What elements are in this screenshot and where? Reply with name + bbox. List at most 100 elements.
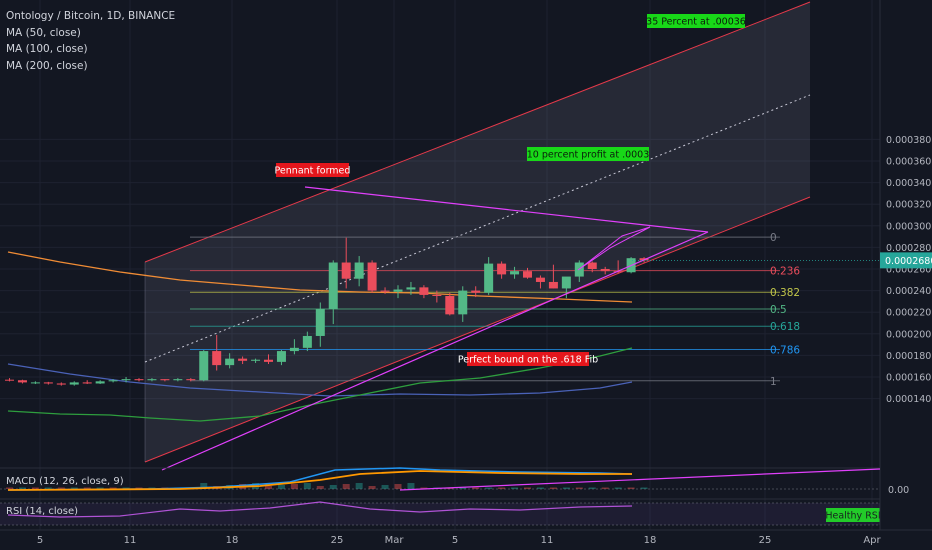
macd-histogram-bar <box>498 487 506 489</box>
annotation-box <box>276 163 349 177</box>
macd-histogram-bar <box>601 487 609 489</box>
candle-body <box>30 382 40 384</box>
macd-histogram-bar <box>122 487 130 489</box>
rsi-band <box>0 503 880 525</box>
channel-fill <box>145 2 810 462</box>
macd-histogram-bar <box>511 487 519 489</box>
annotation-text: Perfect bound on the .618 Fib <box>458 355 598 366</box>
macd-histogram-bar <box>394 484 402 489</box>
candle-body <box>147 379 157 381</box>
candle-body <box>587 262 597 269</box>
macd-histogram-bar <box>70 487 78 489</box>
macd-histogram-bar <box>31 487 39 489</box>
macd-histogram-bar <box>459 487 467 489</box>
macd-histogram-bar <box>407 483 415 489</box>
macd-histogram-bar <box>536 487 544 489</box>
candle-body <box>251 359 261 361</box>
legend-ma100[interactable]: MA (100, close) <box>6 43 88 55</box>
legend-ma200[interactable]: MA (200, close) <box>6 59 88 72</box>
candle-body <box>445 296 455 315</box>
macd-histogram-bar <box>640 487 648 489</box>
macd-histogram-bar <box>57 487 65 489</box>
candle-body <box>380 290 390 292</box>
macd-histogram-bar <box>614 487 622 489</box>
macd-histogram-bar <box>524 487 531 489</box>
macd-histogram-bar <box>575 487 583 489</box>
annotation-text: Pennant formed <box>275 166 351 177</box>
channel-lower-line <box>144 196 811 463</box>
macd-histogram-bar <box>316 486 324 489</box>
candle-body <box>212 351 222 366</box>
macd-label[interactable]: MACD (12, 26, close, 9) <box>6 476 124 487</box>
legend-ma50[interactable]: MA (50, close) <box>6 26 81 39</box>
candle-body <box>173 379 183 381</box>
candle-body <box>600 269 610 272</box>
fib-label: 0.5 <box>770 304 787 316</box>
time-axis-label: Apr <box>863 535 881 546</box>
fib-label: 0 <box>770 232 777 244</box>
macd-histogram-bar <box>303 483 311 489</box>
annotation-box <box>467 352 589 366</box>
time-axis-label: 5 <box>37 535 43 546</box>
symbol-title[interactable]: Ontology / Bitcoin, 1D, BINANCE <box>6 10 176 22</box>
candle-body <box>458 290 468 315</box>
macd-histogram-bar <box>18 487 26 489</box>
time-axis-label: 25 <box>759 535 772 546</box>
macd-histogram-bar <box>290 484 298 489</box>
macd-histogram-bar <box>355 483 363 489</box>
candle-body <box>484 263 494 293</box>
macd-histogram-bar <box>420 487 428 489</box>
annotation-box <box>826 508 880 522</box>
channel-upper-line <box>144 1 811 263</box>
macd-histogram-bar <box>485 487 493 489</box>
fib-label: 0.236 <box>770 266 800 278</box>
candle-body <box>186 379 196 381</box>
candle-body <box>471 290 481 293</box>
fib-label: 0.382 <box>770 287 800 299</box>
candle-body <box>95 381 105 384</box>
time-axis-label: Mar <box>385 535 405 546</box>
time-axis-label: 5 <box>452 535 458 546</box>
last-price-tag <box>880 252 932 269</box>
macd-histogram-bar <box>329 485 337 489</box>
candle-body <box>289 347 299 352</box>
candle-body <box>561 276 571 289</box>
rsi-label[interactable]: RSI (14, close) <box>6 506 79 517</box>
candle-body <box>367 262 377 291</box>
candle-body <box>393 289 403 292</box>
candle-body <box>225 358 235 366</box>
macd-histogram-bar <box>381 485 389 489</box>
annotation-box <box>647 14 745 28</box>
candle-body <box>5 379 14 381</box>
macd-histogram-bar <box>200 483 208 489</box>
annotation-box <box>527 147 649 161</box>
mini-pennant <box>577 226 651 271</box>
ma50-line <box>7 251 633 303</box>
candle-body <box>108 380 118 382</box>
macd-histogram-bar <box>549 487 557 489</box>
candle-body <box>69 382 79 385</box>
candle-body <box>406 287 416 290</box>
candle-body <box>341 262 351 279</box>
candle-body <box>535 277 545 282</box>
chart-legend: Ontology / Bitcoin, 1D, BINANCE MA (50, … <box>6 8 175 74</box>
candle-body <box>17 380 27 383</box>
fib-label: 0.618 <box>770 321 800 333</box>
candle-body <box>315 308 325 336</box>
ma100-line <box>7 363 633 397</box>
pennant-lower-line <box>161 231 709 471</box>
candle-body <box>199 351 209 381</box>
candle-body <box>134 379 144 381</box>
candle-body <box>56 383 66 385</box>
candle-body <box>264 359 273 362</box>
candle-body <box>510 271 520 275</box>
